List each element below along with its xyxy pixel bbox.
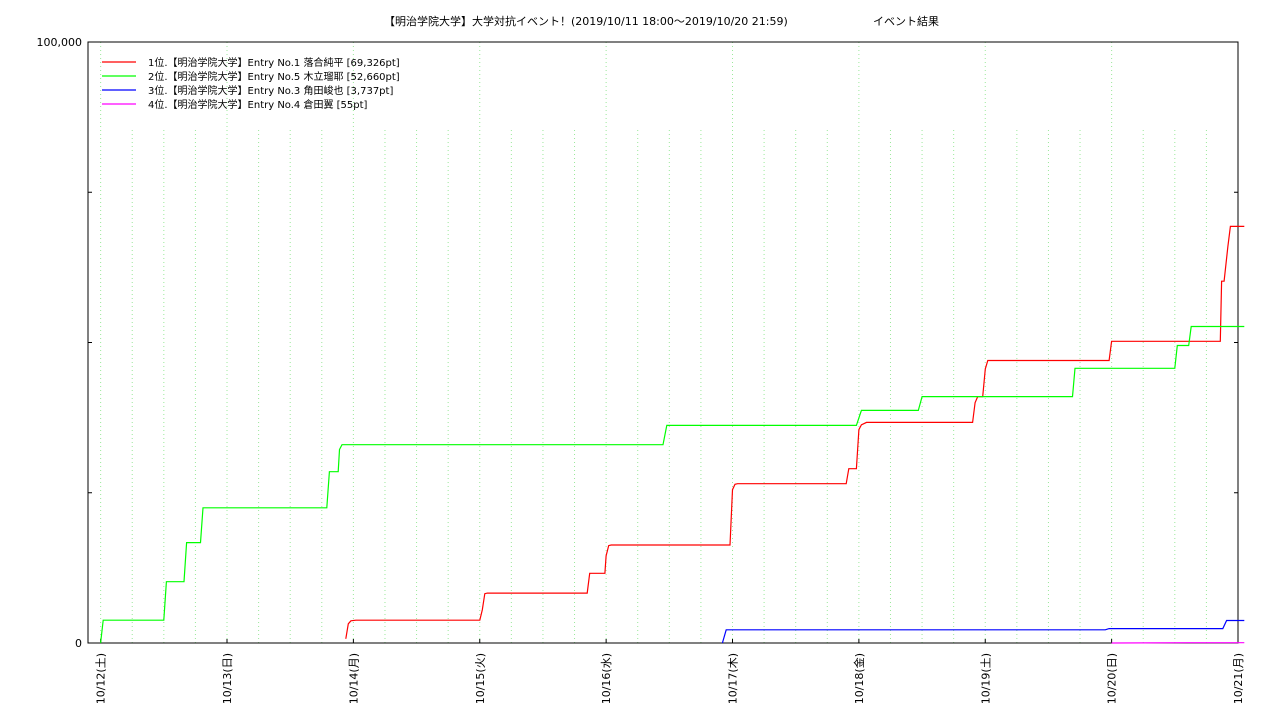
series-line-2 bbox=[100, 325, 1245, 644]
plot-frame bbox=[87, 41, 1239, 644]
legend: 1位.【明治学院大学】Entry No.1 落合純平 [69,326pt]2位.… bbox=[102, 56, 400, 111]
x-tick-label: 10/12(土) bbox=[95, 653, 108, 704]
legend-label: 3位.【明治学院大学】Entry No.3 角田峻也 [3,737pt] bbox=[148, 84, 393, 97]
series-line-1 bbox=[345, 225, 1245, 639]
y-tick-label: 100,000 bbox=[37, 36, 83, 49]
x-tick-label: 10/14(月) bbox=[347, 653, 360, 704]
legend-label: 4位.【明治学院大学】Entry No.4 倉田翼 [55pt] bbox=[148, 98, 368, 111]
series-group bbox=[100, 225, 1245, 644]
grid bbox=[100, 42, 1239, 643]
x-tick-label: 10/16(水) bbox=[600, 653, 613, 704]
x-tick-label: 10/17(木) bbox=[727, 653, 740, 704]
x-tick-label: 10/18(金) bbox=[852, 653, 866, 704]
x-tick-label: 10/20(日) bbox=[1106, 653, 1119, 704]
x-tick-label: 10/21(月) bbox=[1232, 653, 1245, 704]
axes: 0 100,000 10/12(土) 10/13(日) 10/14(月) 10/15(火)… bbox=[37, 36, 1246, 704]
x-tick-label: 10/19(土) bbox=[979, 653, 992, 704]
series-line-3 bbox=[721, 619, 1245, 644]
legend-label: 2位.【明治学院大学】Entry No.5 木立瑠耶 [52,660pt] bbox=[148, 70, 400, 83]
chart-title-suffix: イベント結果 bbox=[873, 14, 939, 28]
x-tick-label: 10/15(火) bbox=[474, 653, 487, 704]
y-tick-label: 0 bbox=[75, 637, 82, 650]
legend-label: 1位.【明治学院大学】Entry No.1 落合純平 [69,326pt] bbox=[148, 56, 400, 69]
chart-title: 【明治学院大学】大学対抗イベント！(2019/10/11 18:00〜2019/… bbox=[384, 14, 788, 28]
x-tick-label: 10/13(日) bbox=[221, 653, 234, 704]
